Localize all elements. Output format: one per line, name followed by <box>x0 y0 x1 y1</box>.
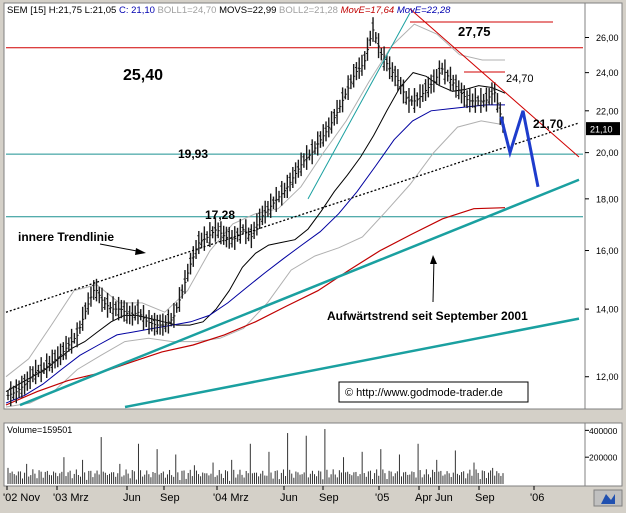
price-axis-panel <box>584 2 623 410</box>
annotation-boll1: 24,70 <box>506 73 534 85</box>
uptrend-arrowhead <box>430 255 437 264</box>
y-tick-label: 18,00 <box>596 194 619 204</box>
annotation-inner-trend: innere Trendlinie <box>18 230 114 244</box>
y-tick-label: 20,00 <box>596 148 619 158</box>
x-tick-label: Sep <box>475 492 495 504</box>
volume-axis-panel <box>584 422 623 487</box>
price-bars <box>6 17 505 407</box>
steep-trend-line <box>307 12 411 200</box>
y-tick-label: 12,00 <box>596 372 619 382</box>
x-tick-label: Jun <box>123 492 141 504</box>
volume-bars <box>7 429 504 484</box>
y-tick-label: 22,00 <box>596 106 619 116</box>
movs-label: MOVS=22,99 <box>219 5 276 16</box>
current-price-badge <box>586 122 620 136</box>
low-label: L:21,05 <box>85 5 117 16</box>
indicators <box>5 23 506 408</box>
downtrend-line <box>409 8 580 158</box>
x-tick-label: Jun <box>280 492 298 504</box>
annotation-target: 21,70 <box>533 117 563 131</box>
move-slow-line <box>5 207 506 406</box>
bollinger-upper-line <box>5 23 505 378</box>
forecast-path <box>499 110 540 188</box>
chart-tool-icon <box>601 494 615 504</box>
price-panel <box>3 2 586 410</box>
boll1-label: BOLL1=24,70 <box>158 5 217 16</box>
x-tick-label: Sep <box>160 492 180 504</box>
x-tick-label: Apr <box>415 492 432 504</box>
inner-trend-arrowhead <box>135 248 146 255</box>
x-tick-label: '02 Nov <box>3 492 40 504</box>
bollinger-lower-line <box>5 120 506 408</box>
header-line: SEM [15] H:21,75 L:21,05 C: 21,10 BOLL1=… <box>7 5 451 16</box>
volume-tick-label: 400000 <box>589 426 618 436</box>
y-tick-label: 16,00 <box>596 246 619 256</box>
move-fast-label: MovE=22,28 <box>397 5 451 16</box>
uptrend-line <box>19 178 580 407</box>
annotation-high: 27,75 <box>458 24 491 39</box>
move-slow-label: MovE=17,64 <box>341 5 395 16</box>
y-tick-label: 14,00 <box>596 305 619 315</box>
x-tick-label: '06 <box>530 492 544 504</box>
y-tick-label: 26,00 <box>596 33 619 43</box>
boll2-label: BOLL2=21,28 <box>279 5 338 16</box>
copyright-box <box>338 381 529 403</box>
move-fast-line <box>5 104 505 404</box>
lower-trend-line <box>124 317 580 409</box>
level-17-label: 17,28 <box>205 208 235 222</box>
annotation-uptrend: Aufwärtstrend seit September 2001 <box>327 309 528 323</box>
high-label: H:21,75 <box>49 5 82 16</box>
close-label: C: 21,10 <box>119 5 155 16</box>
x-tick-label: '04 Mrz <box>213 492 249 504</box>
level-19-label: 19,93 <box>178 147 208 161</box>
x-tick-label: Sep <box>319 492 339 504</box>
y-tick-label: 24,00 <box>596 68 619 78</box>
symbol-label: SEM [15] <box>7 5 46 16</box>
x-tick-label: Jun <box>435 492 453 504</box>
movs-line <box>5 72 506 393</box>
copyright-text: © http://www.godmode-trader.de <box>345 387 503 399</box>
trendlines <box>5 8 580 409</box>
level-25-label: 25,40 <box>123 67 163 84</box>
x-tick-label: '05 <box>375 492 389 504</box>
uptrend-arrow <box>432 257 435 303</box>
current-price-label: 21,10 <box>590 125 613 135</box>
volume-tick-label: 200000 <box>589 453 618 463</box>
axes: 12,00 14,00 16,00 18,00 20,00 22,00 24,00 26,00… <box>3 33 620 504</box>
volume-label: Volume=159501 <box>7 425 72 435</box>
inner-trend-arrow <box>99 243 143 253</box>
x-tick-label: '03 Mrz <box>53 492 89 504</box>
inner-trend-line <box>5 122 580 313</box>
